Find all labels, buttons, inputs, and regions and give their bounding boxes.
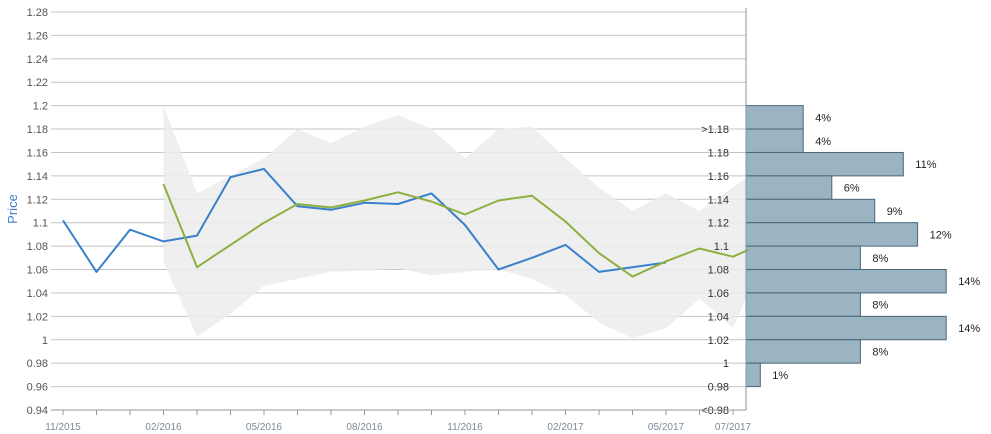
x-tick-label: 05/2016 (246, 422, 283, 433)
histogram-bin-label: 1.02 (708, 335, 729, 347)
y-tick-labels: 0.94 0.96 0.98 1 1.02 1.04 1.06 1.08 1.1 1.12 1.14… (27, 7, 48, 417)
histogram-bar-label: 4% (815, 136, 831, 148)
y-tick-label: 0.94 (27, 405, 48, 417)
histogram-bin-label: 0.98 (708, 382, 729, 394)
y-tick-label: 1.16 (27, 147, 48, 159)
y-tick-label: 1.2 (33, 101, 48, 113)
x-tick-label: 08/2016 (346, 422, 383, 433)
histogram-bin-label: 1.18 (708, 147, 729, 159)
x-tick-label: 05/2017 (648, 422, 685, 433)
histogram-bin-label: 1.12 (708, 218, 729, 230)
histogram-bin-label: 1.1 (714, 241, 729, 253)
histogram-bin-label: 1.08 (708, 265, 729, 277)
histogram-bar-label: 8% (872, 346, 888, 358)
histogram-bar-label: 8% (872, 300, 888, 312)
y-tick-label: 1.12 (27, 194, 48, 206)
y-axis-label: Price (5, 194, 20, 224)
histogram-bin-label: 1.04 (708, 311, 729, 323)
y-tick-label: 1.06 (27, 265, 48, 277)
histogram-bar (745, 128, 804, 153)
histogram-bar-label: 4% (815, 112, 831, 124)
y-tick-label: 0.98 (27, 358, 48, 370)
histogram-bar (745, 269, 947, 294)
y-tick-label: 1.28 (27, 7, 48, 19)
histogram-bar (745, 151, 904, 177)
histogram-bin-label: <0.98 (701, 405, 729, 417)
histogram-bar-label: 11% (915, 159, 936, 171)
y-tick-label: 1.14 (27, 171, 48, 183)
x-tick-label: 02/2017 (547, 422, 584, 433)
histogram-bar-label: 8% (872, 253, 888, 265)
histogram-bar-label: 14% (958, 323, 980, 335)
x-tick-label: 11/2016 (447, 422, 483, 433)
histogram-bar (745, 245, 861, 271)
histogram-bar-label: 14% (958, 276, 980, 288)
x-tick-label: 02/2016 (145, 422, 182, 433)
series-line (62, 167, 667, 273)
histogram-bar (745, 222, 919, 247)
series-lines (62, 167, 750, 278)
y-tick-label: 1.24 (27, 54, 48, 66)
x-tick-labels: 11/2015 02/2016 05/2016 08/2016 11/2016 02/20… (45, 422, 751, 433)
y-tick-label: 1 (42, 335, 48, 347)
histogram: 4% 4% 11% 6% 9% 12% 8% 14% 8% 14% 8% 1% (745, 105, 980, 388)
histogram-bar-label: 6% (844, 183, 860, 195)
range-band (163, 105, 749, 339)
histogram-bar (745, 339, 861, 364)
y-tick-label: 1.18 (27, 124, 48, 136)
histogram-bar (745, 105, 804, 130)
histogram-bar-label: 12% (930, 229, 952, 241)
y-tick-label: 1.04 (27, 288, 48, 300)
histogram-bar (745, 362, 761, 388)
histogram-bar (745, 292, 861, 317)
y-tick-label: 1.22 (27, 77, 48, 89)
histogram-bin-label: 1.14 (708, 194, 729, 206)
histogram-bin-label: 1 (723, 358, 729, 370)
y-tick-label: 1.26 (27, 30, 48, 42)
histogram-bin-label: 1.06 (708, 288, 729, 300)
histogram-bin-labels: >1.18 1.18 1.16 1.14 1.12 1.1 1.08 1.06 1.04 1.02… (701, 124, 729, 417)
x-tick-label: 11/2015 (45, 422, 81, 433)
y-tick-label: 1.08 (27, 241, 48, 253)
axes (51, 8, 747, 415)
histogram-bar (745, 175, 833, 200)
y-tick-label: 1.1 (33, 218, 48, 230)
series-line (162, 183, 750, 278)
x-tick-label: 07/2017 (715, 422, 752, 433)
histogram-bar (745, 198, 876, 224)
y-tick-label: 1.02 (27, 311, 48, 323)
band-area (163, 105, 749, 339)
y-tick-label: 0.96 (27, 382, 48, 394)
histogram-bin-label: 1.16 (708, 171, 729, 183)
histogram-bar (745, 315, 947, 341)
histogram-bar-label: 9% (887, 206, 903, 218)
histogram-bin-label: >1.18 (701, 124, 729, 136)
histogram-bar-label: 1% (772, 370, 788, 382)
